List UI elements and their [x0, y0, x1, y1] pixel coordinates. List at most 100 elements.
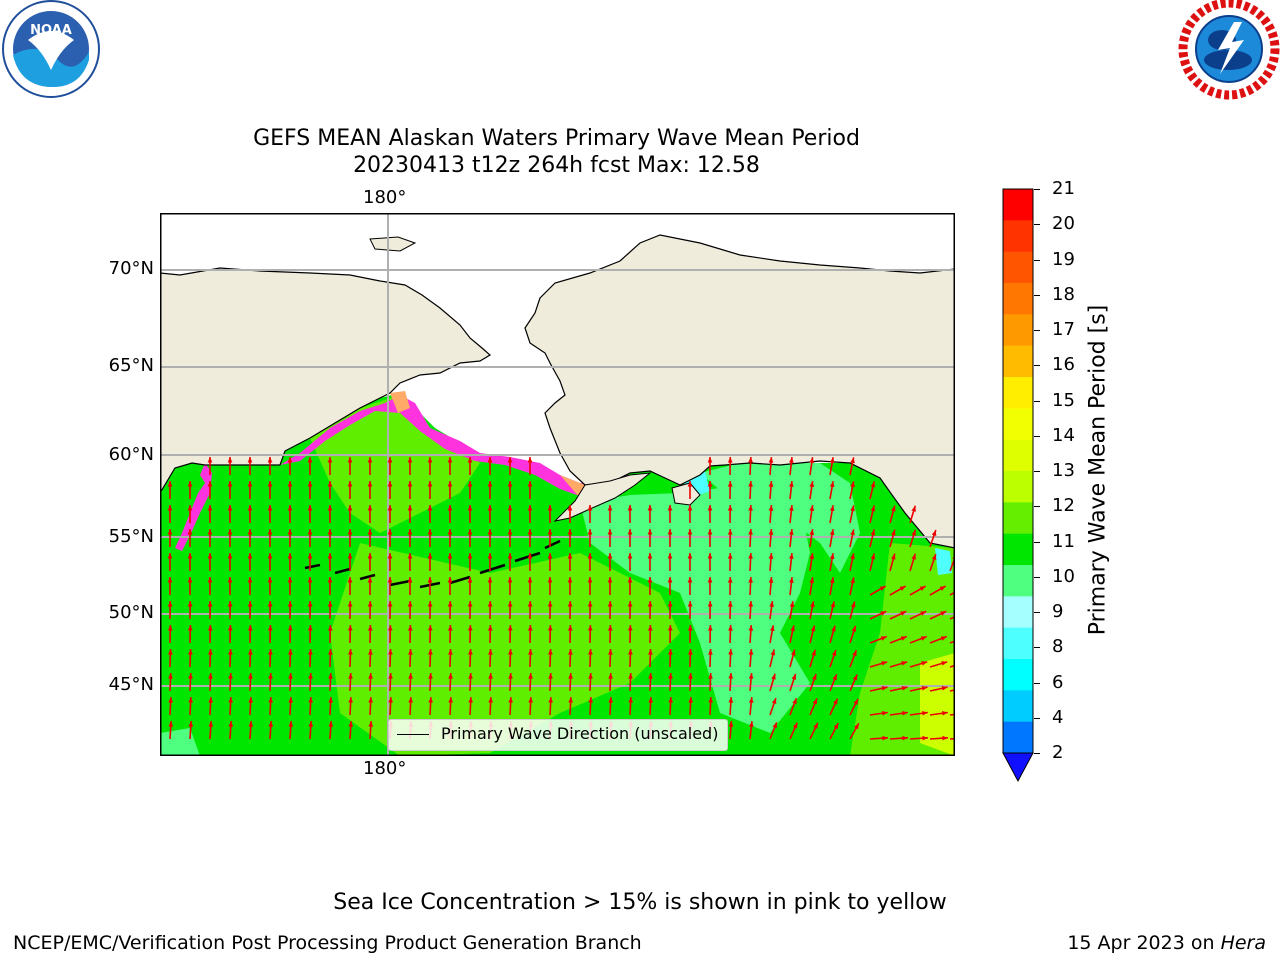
lat-label-45: 45°N	[108, 674, 154, 695]
wave-arrow-head	[227, 625, 233, 631]
wave-arrow-head	[667, 577, 673, 583]
wave-arrow-head	[447, 625, 453, 631]
wave-arrow-head	[911, 553, 916, 560]
wave-arrow-head	[207, 553, 213, 559]
wave-arrow-head	[467, 529, 473, 535]
wave-arrow-head	[348, 721, 354, 727]
wave-arrow-head	[607, 553, 613, 559]
wave-arrow-head	[287, 529, 293, 535]
wave-arrow-head	[647, 577, 653, 583]
wave-arrow-head	[587, 601, 593, 607]
wave-arrow-head	[850, 529, 855, 536]
wave-arrow-head	[648, 673, 653, 679]
wave-arrow-head	[507, 601, 513, 607]
wave-arrow-head	[882, 710, 888, 716]
wave-arrow-head	[427, 553, 433, 559]
wave-arrow-head	[832, 674, 837, 681]
wave-arrow-head	[448, 673, 453, 679]
wave-arrow-head	[830, 601, 836, 608]
wave-arrow-head	[809, 457, 815, 463]
wave-arrow-head	[748, 697, 754, 703]
wave-arrow-head	[407, 625, 413, 631]
wave-arrow-head	[607, 601, 613, 607]
wave-arrow-head	[427, 577, 433, 583]
wave-arrow-head	[168, 721, 174, 727]
colorbar-tick-label: 15	[1052, 389, 1075, 411]
wave-arrow-head	[467, 505, 473, 511]
wave-arrow-head	[307, 529, 313, 535]
wave-arrow-head	[467, 457, 473, 463]
land-russia	[160, 267, 492, 495]
wave-arrow-head	[307, 577, 313, 583]
lat-label-65: 65°N	[108, 355, 154, 376]
legend-label: Primary Wave Direction (unscaled)	[441, 724, 719, 743]
wave-arrow-head	[748, 601, 754, 607]
wave-arrow-head	[647, 601, 653, 607]
wave-arrow-head	[880, 636, 887, 641]
wave-arrow-head	[287, 601, 293, 607]
wave-arrow-head	[627, 601, 633, 607]
wave-arrow-head	[880, 611, 887, 616]
wave-arrow-head	[347, 553, 353, 559]
sea-ice-edge-2	[280, 395, 635, 498]
sea-ice-edge-orange	[390, 391, 410, 413]
wave-arrow-head	[891, 505, 896, 512]
wave-arrow-head	[507, 529, 513, 535]
wave-arrow-head	[608, 697, 613, 703]
wave-arrow-head	[850, 481, 855, 488]
wave-arrow-head	[769, 601, 774, 607]
wave-arrow-head	[307, 601, 313, 607]
wave-arrow-head	[448, 649, 453, 655]
wave-arrow-head	[348, 697, 353, 703]
wave-arrow-head	[208, 649, 213, 655]
wave-arrow-head	[247, 457, 253, 463]
colorbar-frame	[1002, 188, 1034, 754]
colorbar-tick-label: 19	[1052, 248, 1075, 270]
wave-arrow-head	[267, 481, 273, 487]
colorbar-tick-label: 11	[1052, 530, 1075, 552]
wave-arrow-head	[388, 673, 393, 679]
wave-arrow-head	[308, 673, 313, 679]
wave-arrow-head	[919, 586, 926, 591]
land-alaska	[524, 234, 955, 549]
wave-arrow-head	[248, 721, 254, 727]
wave-arrow-head	[870, 553, 876, 560]
wave-arrow-head	[707, 529, 713, 535]
wave-arrow-head	[447, 505, 453, 511]
wave-arrow-head	[367, 505, 373, 511]
wave-arrow-head	[922, 735, 928, 741]
colorbar-band	[1003, 565, 1033, 597]
wave-arrow-head	[831, 649, 837, 656]
wave-arrow-head	[527, 457, 533, 463]
wave-arrow-head	[387, 577, 393, 583]
wave-arrow-head	[707, 505, 713, 511]
wave-arrow-head	[348, 673, 353, 679]
colorbar-tick-mark	[1034, 471, 1040, 472]
wave-arrow-head	[833, 698, 838, 705]
wave-arrow-head	[487, 625, 493, 631]
wave-arrow-head	[187, 625, 193, 631]
wave-arrow-head	[688, 649, 693, 655]
wave-arrow-head	[207, 529, 213, 535]
wave-arrow-head	[227, 577, 233, 583]
wave-arrow-head	[347, 625, 353, 631]
wave-arrow-head	[227, 481, 233, 487]
wave-arrow-head	[727, 601, 733, 607]
wave-arrow-head	[347, 601, 353, 607]
colorbar-band	[1003, 533, 1033, 566]
wave-arrow-head	[287, 457, 293, 463]
wave-arrow-head	[468, 673, 473, 679]
wave-arrow-head	[850, 553, 855, 560]
wave-arrow-head	[567, 577, 573, 583]
wave-arrow-head	[829, 481, 835, 488]
wave-arrow-head	[627, 505, 633, 511]
wave-arrow-head	[248, 673, 253, 679]
wave-arrow-head	[347, 481, 353, 487]
wave-arrow-head	[247, 505, 253, 511]
wave-arrow-head	[427, 529, 433, 535]
wave-arrow-head	[853, 698, 858, 705]
wave-arrow-head	[288, 721, 294, 727]
wave-arrow-head	[727, 553, 733, 559]
wave-arrow-head	[891, 529, 896, 536]
wave-arrow-head	[368, 721, 374, 727]
